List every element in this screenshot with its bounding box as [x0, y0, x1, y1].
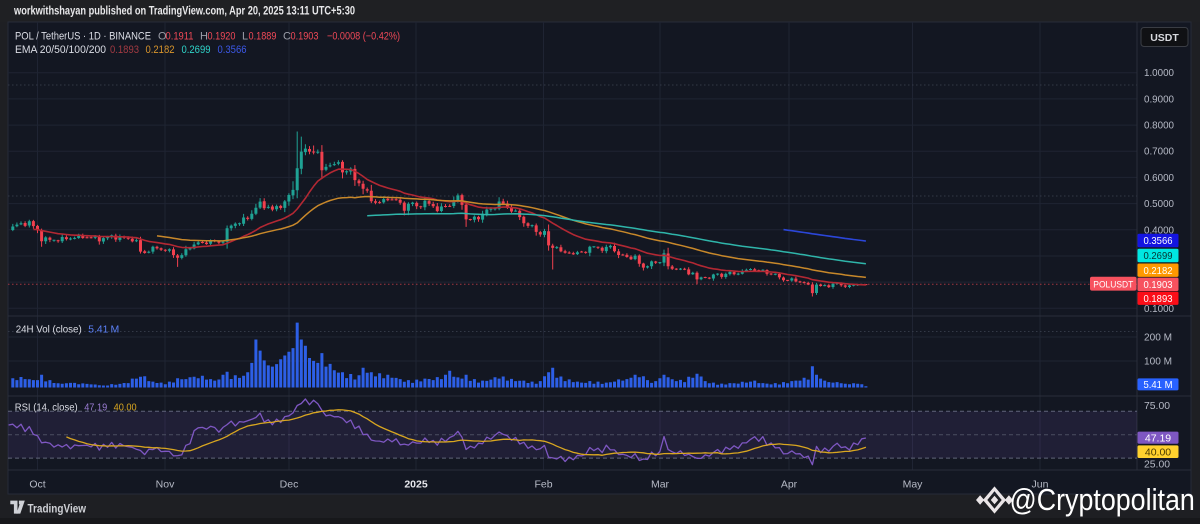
svg-text:40.00: 40.00 [1145, 446, 1171, 458]
svg-text:Mar: Mar [651, 479, 670, 491]
svg-text:0.1889: 0.1889 [249, 31, 277, 43]
svg-text:Feb: Feb [534, 479, 552, 491]
svg-text:May: May [903, 479, 924, 491]
svg-text:0.1893: 0.1893 [1144, 293, 1173, 305]
svg-text:5.41 M: 5.41 M [1144, 379, 1173, 391]
svg-text:Oct: Oct [29, 479, 45, 491]
svg-text:0.5000: 0.5000 [1144, 198, 1174, 210]
svg-text:workwithshayan published on Tr: workwithshayan published on TradingView.… [13, 6, 355, 18]
svg-text:100 M: 100 M [1144, 355, 1172, 367]
svg-text:Apr: Apr [781, 479, 798, 491]
svg-text:POLUSDT: POLUSDT [1093, 280, 1133, 290]
svg-text:5.41: 5.41 [88, 323, 108, 335]
svg-text:0.2699: 0.2699 [182, 44, 211, 56]
svg-text:2025: 2025 [404, 479, 428, 491]
svg-text:0.6000: 0.6000 [1144, 172, 1174, 184]
svg-text:0.9000: 0.9000 [1144, 93, 1174, 105]
svg-text:47.19: 47.19 [84, 402, 107, 414]
svg-text:USDT: USDT [1150, 32, 1179, 44]
svg-text:C: C [283, 31, 291, 43]
svg-text:0.1920: 0.1920 [208, 31, 236, 43]
svg-text:1.0000: 1.0000 [1144, 67, 1174, 79]
svg-text:0.1893: 0.1893 [110, 44, 139, 56]
svg-text:0.2699: 0.2699 [1144, 250, 1173, 262]
svg-text:0.1000: 0.1000 [1144, 303, 1174, 315]
svg-text:25.00: 25.00 [1144, 459, 1170, 471]
svg-text:0.2182: 0.2182 [1144, 265, 1173, 277]
svg-text:EMA 20/50/100/200: EMA 20/50/100/200 [15, 44, 106, 56]
svg-text:0.1911: 0.1911 [166, 31, 194, 43]
svg-text:M: M [111, 323, 120, 335]
svg-text:L: L [242, 31, 248, 43]
svg-text:−0.0008 (−0.42%): −0.0008 (−0.42%) [327, 31, 400, 43]
svg-text:24H Vol (close): 24H Vol (close) [16, 323, 82, 335]
svg-text:Nov: Nov [156, 479, 175, 491]
svg-text:Dec: Dec [280, 479, 299, 491]
svg-text:0.2182: 0.2182 [146, 44, 175, 56]
svg-text:0.1903: 0.1903 [291, 31, 319, 43]
svg-text:RSI (14, close): RSI (14, close) [15, 402, 78, 414]
svg-text:H: H [200, 31, 208, 43]
svg-text:0.3566: 0.3566 [1144, 235, 1173, 247]
svg-text:0.8000: 0.8000 [1144, 120, 1174, 132]
svg-text:47.19: 47.19 [1145, 432, 1171, 444]
svg-text:0.4000: 0.4000 [1144, 224, 1174, 236]
svg-text:75.00: 75.00 [1144, 400, 1170, 412]
svg-text:40.00: 40.00 [114, 402, 137, 414]
svg-text:O: O [158, 31, 167, 43]
svg-text:Jun: Jun [1032, 479, 1049, 491]
svg-text:0.3566: 0.3566 [218, 44, 247, 56]
svg-text:0.7000: 0.7000 [1144, 146, 1174, 158]
svg-text:TradingView: TradingView [28, 504, 87, 516]
svg-text:200 M: 200 M [1144, 331, 1172, 343]
svg-text:@Cryptopolitan: @Cryptopolitan [1010, 483, 1195, 517]
svg-text:0.1903: 0.1903 [1144, 279, 1173, 291]
svg-text:POL / TetherUS · 1D · BINANCE: POL / TetherUS · 1D · BINANCE [15, 31, 151, 43]
